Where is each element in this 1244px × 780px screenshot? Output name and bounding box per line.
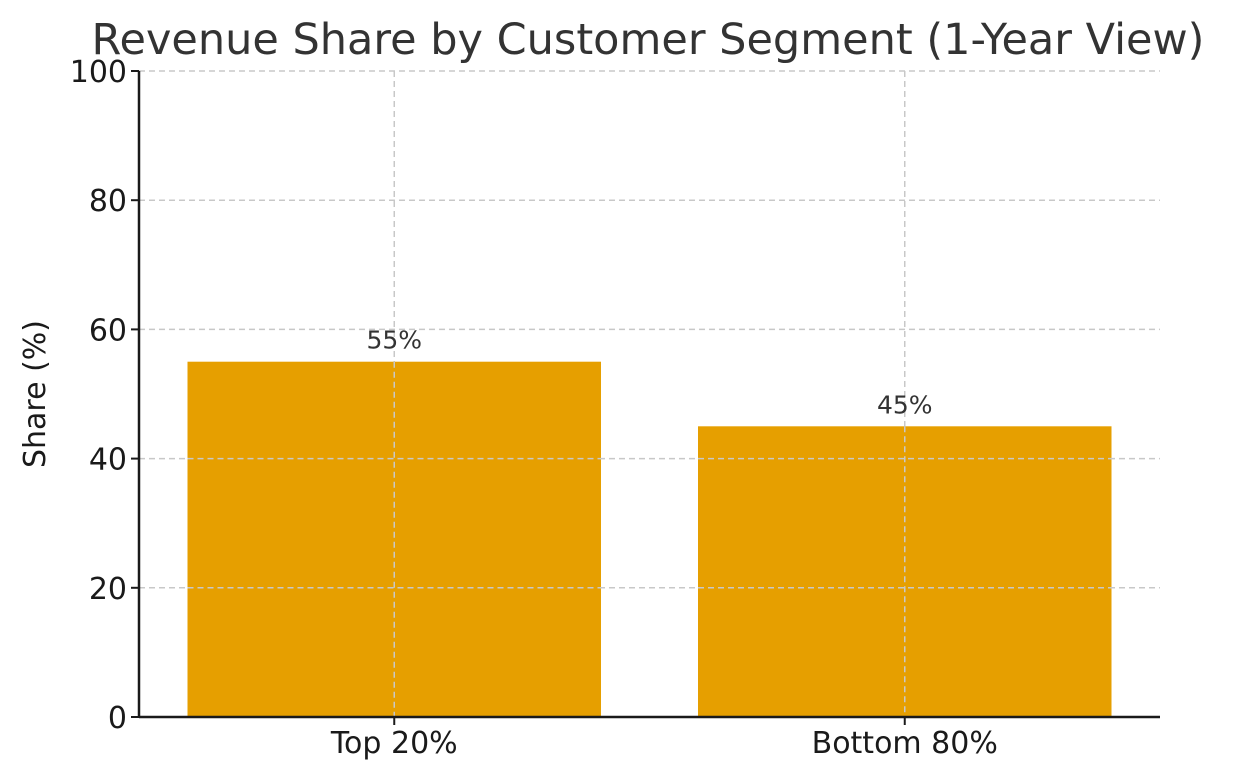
y-tick-label: 100	[70, 55, 127, 90]
y-tick-label: 0	[108, 701, 127, 736]
bar-data-label: 55%	[366, 326, 422, 355]
y-tick-label: 80	[89, 184, 127, 219]
y-tick-label: 60	[89, 313, 127, 348]
chart-title: Revenue Share by Customer Segment (1-Yea…	[92, 15, 1205, 65]
bar	[187, 361, 602, 717]
bar-data-label: 45%	[877, 390, 933, 419]
x-tick-label: Bottom 80%	[812, 726, 998, 761]
y-axis-label: Share (%)	[18, 320, 53, 468]
y-tick-label: 40	[89, 443, 127, 478]
axes-layer	[131, 70, 1160, 725]
y-tick-label: 20	[89, 572, 127, 607]
labels-layer: 0 20 40 60 80 100 55% Top 20% 45% Bottom 80%	[70, 55, 998, 761]
x-tick-label: Top 20%	[330, 726, 458, 761]
bars-layer	[187, 361, 1112, 717]
